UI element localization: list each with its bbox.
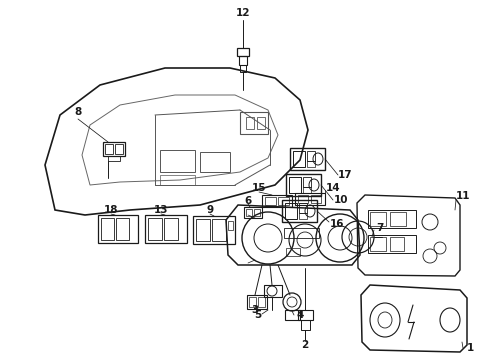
Bar [265, 197, 276, 205]
Bar [301, 320, 310, 330]
Bar [368, 210, 416, 228]
Bar [284, 228, 319, 238]
Text: 7: 7 [376, 223, 384, 233]
Bar [289, 177, 301, 193]
Bar [246, 209, 252, 216]
Bar [247, 295, 267, 309]
Bar [311, 195, 321, 203]
Text: 13: 13 [154, 205, 168, 215]
Bar [193, 216, 235, 244]
Bar [115, 144, 123, 154]
Text: 3: 3 [251, 305, 259, 315]
Bar [293, 151, 305, 167]
Bar [239, 56, 247, 65]
Bar [303, 177, 311, 187]
Bar [368, 235, 416, 253]
Bar [258, 297, 265, 307]
Bar [285, 203, 297, 219]
Bar [298, 195, 308, 203]
Bar [148, 218, 162, 240]
Text: 15: 15 [252, 183, 266, 193]
Text: 17: 17 [338, 170, 352, 180]
Bar [98, 215, 138, 243]
Text: 12: 12 [236, 8, 250, 18]
Bar [200, 152, 230, 172]
Text: 14: 14 [326, 183, 341, 193]
Bar [299, 203, 307, 213]
Bar [257, 117, 265, 129]
Bar [299, 213, 307, 219]
Bar [145, 215, 187, 243]
Bar [240, 65, 246, 72]
Text: 18: 18 [104, 205, 118, 215]
Bar [278, 197, 289, 205]
Bar [295, 193, 325, 205]
Bar [105, 144, 113, 154]
Bar [101, 218, 114, 240]
Text: 4: 4 [296, 310, 304, 320]
Bar [228, 221, 233, 230]
Bar [264, 285, 282, 297]
Text: 8: 8 [74, 107, 82, 117]
Bar [116, 218, 129, 240]
Bar [237, 48, 249, 56]
Bar [196, 219, 210, 241]
Bar [307, 161, 315, 167]
Bar [164, 218, 178, 240]
Bar [298, 310, 313, 320]
Text: 2: 2 [301, 340, 309, 350]
Text: 16: 16 [330, 219, 344, 229]
Bar [390, 237, 404, 251]
Bar [262, 195, 292, 207]
Bar [290, 148, 325, 170]
Bar [370, 237, 386, 251]
Bar [370, 212, 386, 226]
Text: 6: 6 [245, 196, 252, 206]
Bar [244, 207, 262, 218]
Text: 10: 10 [334, 195, 348, 205]
Bar [108, 156, 120, 161]
Bar [286, 174, 321, 196]
Bar [246, 117, 254, 129]
Bar [240, 112, 268, 134]
Bar [307, 151, 315, 161]
Bar [286, 248, 300, 256]
Text: 11: 11 [456, 191, 470, 201]
Bar [160, 150, 195, 172]
Bar [390, 212, 406, 226]
Text: 1: 1 [466, 343, 474, 353]
Bar [103, 142, 125, 156]
Bar [303, 187, 311, 193]
Text: 9: 9 [206, 205, 214, 215]
Bar [160, 175, 195, 185]
Bar [254, 209, 260, 216]
Bar [212, 219, 226, 241]
Bar [282, 200, 317, 222]
Bar [285, 310, 300, 320]
Bar [249, 297, 256, 307]
Text: 5: 5 [254, 310, 262, 320]
